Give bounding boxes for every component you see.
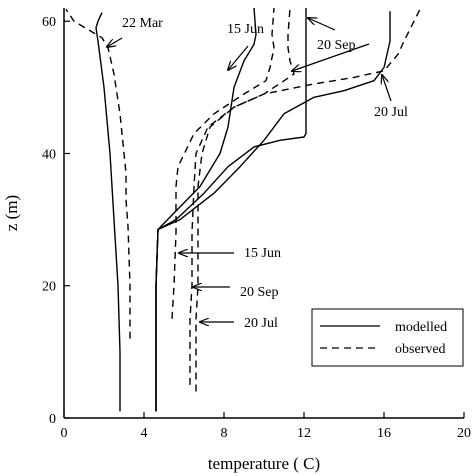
series-line-modelled-20-sep [155,8,307,412]
y-axis-title: z (m) [2,195,21,231]
annotation-label: 20 Jul [374,105,408,120]
x-tick-label: 4 [141,426,148,441]
y-tick-label: 40 [42,147,56,162]
series-line-modelled-22-mar [95,12,121,412]
y-tick-label: 0 [49,412,56,427]
x-tick-label: 20 [457,426,471,441]
annotation-label: 15 Jun [227,22,264,37]
annotation-label: 20 Sep [240,285,279,300]
y-tick-label: 20 [42,280,56,295]
series-line-observed-20-jul [195,8,421,392]
legend-label-modelled: modelled [395,320,447,335]
annotation-arrow [228,45,249,70]
series-layer [65,7,421,412]
tick-marks [63,20,465,419]
annotation-arrow [382,75,392,102]
y-tick-label: 60 [42,15,56,30]
legend: modelled observed [311,308,464,367]
series-line-observed-22-mar [65,8,131,339]
annotation-label: 22 Mar [122,16,163,31]
x-tick-label: 16 [377,426,391,441]
series-line-modelled-15-jun [155,7,257,412]
series-line-observed-20-sep [189,7,295,385]
legend-label-observed: observed [395,342,446,357]
annotation-arrows [107,18,392,322]
x-tick-label: 0 [61,426,68,441]
series-line-observed-15-jun [171,7,275,319]
annotation-label: 20 Sep [317,38,356,53]
legend-box [311,308,464,367]
annotation-arrow [292,43,370,71]
x-tick-label: 12 [297,426,311,441]
annotation-arrow [308,18,336,31]
annotation-arrow [107,37,123,47]
x-tick-label: 8 [221,426,228,441]
annotation-label: 15 Jun [244,246,281,261]
x-axis-title: temperature ( C) [208,454,320,473]
annotation-label: 20 Jul [244,316,278,331]
